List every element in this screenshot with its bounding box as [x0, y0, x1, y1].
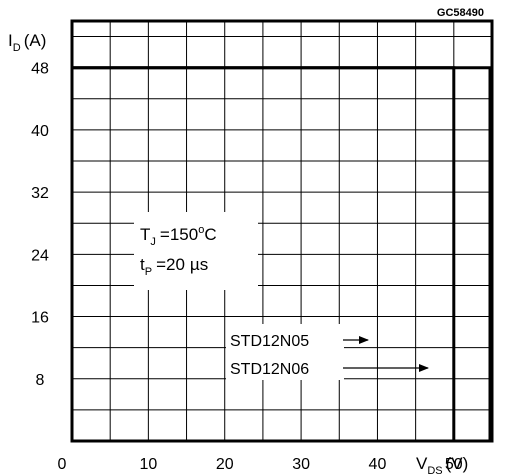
x-axis-label-unit: (V): [446, 454, 469, 473]
y-axis-ticks: 8 16 24 32 40 48: [31, 61, 49, 389]
x-axis-label-main: V: [416, 454, 428, 473]
legend-arrowhead-std12n06: [419, 364, 429, 372]
x-tick-label: 0: [58, 456, 67, 473]
series-group: [72, 66, 492, 441]
figure-code: GC58490: [437, 7, 484, 19]
x-tick-label: 40: [369, 456, 387, 473]
y-axis-label-main: I: [8, 31, 13, 50]
x-tick-label: 30: [292, 456, 310, 473]
condition-tj-degree: o: [198, 224, 204, 236]
condition-tp-unit: µs: [190, 255, 208, 274]
y-axis-label: ID (A): [8, 31, 46, 54]
y-tick-label: 8: [36, 372, 45, 389]
condition-tj: TJ =150oC: [140, 224, 217, 248]
y-tick-label: 32: [31, 185, 49, 202]
series-line-std12n06: [72, 66, 492, 441]
x-tick-label: 20: [216, 456, 234, 473]
condition-tp-value: =20: [156, 255, 185, 274]
legend-label-std12n06: STD12N06: [230, 361, 309, 378]
x-axis-ticks: 0 10 20 30 40 50: [58, 456, 463, 473]
condition-tp: tP =20 µs: [140, 255, 208, 278]
y-tick-label: 16: [31, 310, 49, 327]
y-tick-label: 40: [31, 123, 49, 140]
plot-frame: [70, 19, 494, 443]
condition-tj-unit: C: [204, 225, 216, 244]
legend: STD12N05 STD12N06: [226, 324, 429, 380]
condition-tj-sub: J: [150, 236, 156, 248]
y-tick-label: 24: [31, 247, 49, 264]
y-axis-label-unit: (A): [24, 31, 47, 50]
x-axis-label-sub: DS: [427, 465, 442, 476]
legend-bg: [226, 324, 344, 380]
legend-label-std12n05: STD12N05: [230, 333, 309, 350]
condition-tp-sub: P: [145, 266, 152, 278]
condition-tp-symbol: t: [140, 255, 145, 274]
condition-tj-symbol: T: [140, 225, 150, 244]
legend-arrowhead-std12n05: [359, 336, 369, 344]
x-tick-label: 10: [139, 456, 157, 473]
x-axis-label: VDS (V): [416, 454, 468, 476]
x-tick-label: 50: [445, 456, 463, 473]
y-tick-label: 48: [31, 61, 49, 78]
y-axis-label-sub: D: [13, 42, 21, 54]
condition-tj-value: =150: [160, 225, 198, 244]
conditions-box: [134, 212, 258, 290]
